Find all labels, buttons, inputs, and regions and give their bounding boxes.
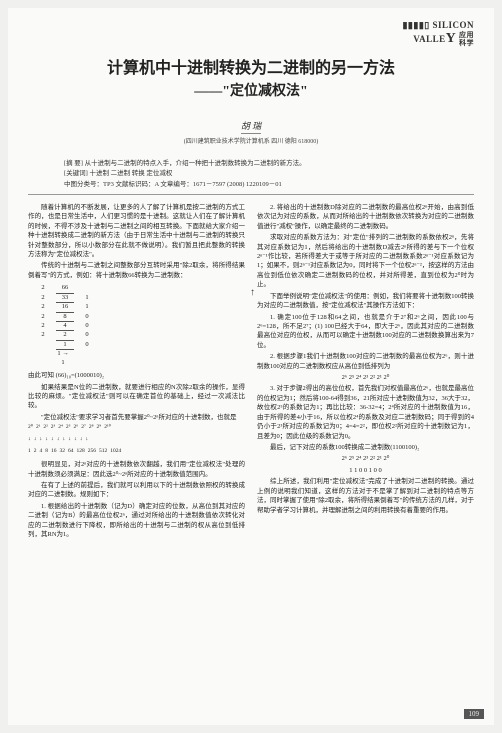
r-p5: 2. 根据步骤1我们十进制数100对应的二进制数的最高位权为2⁶，则十进制数10… (257, 352, 474, 371)
logo-y: Y (446, 31, 457, 46)
r-p2: 求取对应的系数方法为：对"定位"排列的二进制数的系数依权2ⁿ，先将其对应系数记为… (257, 233, 474, 290)
l-p7: 在有了上述的前提后，我们就可以利用以下的十进制数依照权的转换成对应的二进制数。规… (28, 481, 245, 500)
logo-silicon: SILICON (432, 20, 474, 30)
author-affil: (四川建筑职业技术学院计算机系 四川 德阳 618000) (28, 136, 474, 145)
page-number: 109 (464, 709, 485, 719)
journal-header: ▮▮▮▮▯ SILICON VALLEY 应用科学 (28, 20, 474, 48)
right-column: 2. 将给出的十进制数D除对应的二进制数的最高位权2ⁿ开始，由高到低依次记为对应… (257, 203, 474, 542)
l-p1: 随着计算机的不断发展，让更多的人了解了计算机是按二进制的方式工作的，也是日常生活… (28, 203, 245, 260)
r-p3: 下面举例说明"定位减权法"的使用：例如，我们将要将十进制数100转换为对应的二进… (257, 292, 474, 311)
arrow-up-icon: ↑ (250, 286, 255, 299)
logo-cn: 应用科学 (459, 32, 474, 47)
bits-row: 1 1 0 0 1 0 0 (257, 466, 474, 475)
abstract-l2: [关键词] 十进制 二进制 转换 定位减权 (64, 169, 438, 179)
left-column: 随着计算机的不断发展，让更多的人了解了计算机是按二进制的方式工作的，也是日常生活… (28, 203, 245, 542)
l-p4: 如果结果是N位的二进制数，就要进行相应的N次除2取余的操作，显得比较的麻烦。"定… (28, 383, 245, 411)
l-p8: 1. 根据给出的十进制数（记为D）确定对应的位数，从高位到其对应的二进制（记为B… (28, 502, 245, 540)
r-p1: 2. 将给出的十进制数D除对应的二进制数的最高位权2ⁿ开始，由高到低依次记为对应… (257, 203, 474, 231)
abstract-l1: [摘 要] 从十进制与二进制的特点入手，介绍一种把十进制数转换为二进制的新方法。 (64, 159, 438, 169)
abstract-l3: 中图分类号：TP3 文献标识码：A 文章编号：1671－7597 (2008) … (64, 180, 438, 190)
r-p8: 综上所述，我们利用"定位减权法"完成了十进制对二进制的转换。通过上例的说明我们知… (257, 477, 474, 515)
logo-valle: VALLE (413, 34, 445, 44)
title-sub: ——"定位减权法" (28, 80, 474, 100)
body-columns: 随着计算机的不断发展，让更多的人了解了计算机是按二进制的方式工作的，也是日常生活… (28, 203, 474, 542)
abstract-block: [摘 要] 从十进制与二进制的特点入手，介绍一种把十进制数转换为二进制的新方法。… (64, 159, 438, 190)
l-p3: 由此可知 (66)₁₀=(1000010)₂ (28, 371, 245, 380)
l-p6: 很明显见，对2ⁿ对应的十进制数依次翻越，我们用"定位减权法"处理的十进制数须必须… (28, 460, 245, 479)
l-p2: 传统的十进制与二进制之间整数部分互转时采用"除2取余，将所得结果倒着写"的方式，… (28, 261, 245, 280)
title-main: 计算机中十进制转换为二进制的另一方法 (28, 54, 474, 78)
weights-dots: ↓↓↓↓↓↓↓↓↓↓↓ (28, 436, 245, 444)
author-name: 胡 瑞 (241, 119, 261, 134)
weights-top: 2⁰2¹2²2³2⁴2⁵2⁶2⁷2⁸2⁹2¹⁰ (28, 424, 245, 432)
division-table: 266 2331 2161 280 240 220 10 1 → 1 ↑ (36, 284, 245, 367)
divider (28, 194, 474, 195)
weights-bot: 12481632641282565121024 (28, 448, 245, 456)
r-p6: 3. 对于步骤2得出的高位位权，首先我们对权值最高位2⁶，也就是最高位的位权记为… (257, 384, 474, 441)
r-p4: 1. 确定100位于128和64之间，也就是介于2⁷和2⁶之间，因此100与2⁶… (257, 313, 474, 351)
header-bar: ▮▮▮▮▯ (402, 20, 429, 30)
weights-3: 2⁶ 2⁵ 2⁴ 2³ 2² 2¹ 2⁰ (257, 454, 474, 463)
weights-2: 2⁶ 2⁵ 2⁴ 2³ 2² 2¹ 2⁰ (257, 373, 474, 382)
l-p5: "定位减权法"要求学习者首先要掌握2⁰~2ⁿ所对应的十进制数，也就是 (28, 413, 245, 422)
r-p7: 最后，记下对应的系数100转换成二进制数(1100100)₂ (257, 443, 474, 452)
